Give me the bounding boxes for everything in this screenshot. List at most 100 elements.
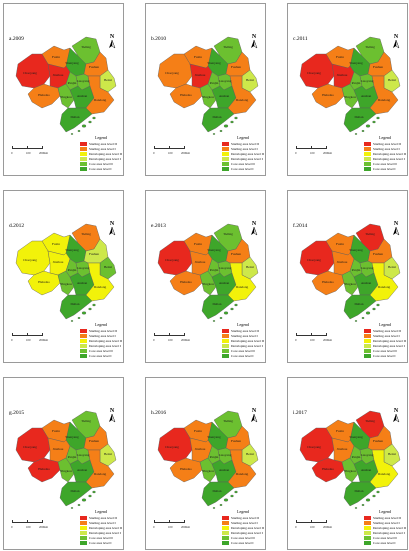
legend-item: Core area level II [222, 348, 264, 353]
island [219, 317, 223, 319]
island [361, 317, 365, 319]
legend-item: Developing area level II [364, 525, 406, 530]
scale-label: 200Km [39, 151, 48, 155]
city-region-huludao [169, 270, 203, 296]
city-region-dalian [343, 294, 377, 320]
legend-swatch [222, 161, 229, 166]
legend-title: Legend [237, 322, 249, 327]
legend-label: Starting area level II [231, 141, 259, 146]
city-label-huludao: Huludao [180, 280, 192, 284]
island [88, 307, 92, 311]
city-label-tieling: Tieling [223, 232, 233, 236]
legend-swatch [80, 338, 87, 343]
legend: Legend Starting area level II Starting are… [364, 509, 406, 545]
legend-item: Starting area level I [364, 333, 406, 338]
city-label-chaoyang: Chaoyang [307, 71, 321, 75]
city-label-liaoyang: Liaoyang [361, 79, 374, 83]
legend: Legend Starting area level II Starting are… [222, 509, 264, 545]
city-region-dalian [59, 107, 93, 133]
city-label-benxi: Benxi [104, 78, 112, 82]
north-label: N [251, 34, 257, 40]
city-label-benxi: Benxi [246, 78, 254, 82]
city-label-fuxin: Fuxin [194, 242, 202, 246]
city-region-dandong [227, 75, 257, 115]
city-region-huludao [169, 457, 203, 483]
city-label-chaoyang: Chaoyang [23, 258, 37, 262]
city-label-jinzhou: Jinzhou [195, 73, 206, 77]
scale-label: 200Km [39, 525, 48, 529]
city-label-huludao: Huludao [38, 467, 50, 471]
legend-label: Starting area level I [231, 146, 258, 151]
city-label-chaoyang: Chaoyang [165, 445, 179, 449]
city-region-dalian [59, 481, 93, 507]
panel-title: e.2013 [151, 223, 166, 229]
island [70, 133, 74, 135]
legend-item: Starting area level I [222, 146, 264, 151]
legend-swatch [80, 353, 87, 358]
legend-item: Developing area level I [222, 530, 264, 535]
north-arrow-icon: N [390, 408, 402, 424]
city-region-chaoyang [299, 53, 335, 89]
province-map: Tieling Fuxin Shenyang Fushun Chaoyang Jinzho… [299, 36, 401, 135]
city-label-panjin: Panjin [68, 268, 77, 272]
legend-swatch [222, 328, 229, 333]
city-label-dandong: Dandong [94, 98, 107, 102]
city-region-chaoyang [15, 240, 51, 276]
north-label: N [109, 408, 115, 414]
city-label-tieling: Tieling [365, 419, 375, 423]
city-label-fushun: Fushun [373, 439, 383, 443]
scale-label: 0 [11, 151, 13, 155]
scale-label: 200Km [39, 338, 48, 342]
legend-label: Developing area level II [373, 525, 406, 530]
legend-item: Developing area level I [222, 156, 264, 161]
scale-label: 0 [295, 338, 297, 342]
city-region-huludao [311, 270, 345, 296]
legend-swatch [222, 146, 229, 151]
island [376, 490, 380, 494]
city-label-anshan: Anshan [219, 468, 230, 472]
legend-label: Starting area level I [89, 520, 116, 525]
legend-title: Legend [95, 509, 107, 514]
legend-swatch [222, 515, 229, 520]
city-region-dalian [201, 294, 235, 320]
scale-label: 100 [310, 151, 315, 155]
province-map: Tieling Fuxin Shenyang Fushun Chaoyang Jinzho… [157, 223, 259, 322]
city-label-dandong: Dandong [378, 98, 391, 102]
island [88, 494, 92, 498]
island [230, 307, 234, 311]
legend-item: Core area level I [364, 166, 406, 171]
city-region-chaoyang [299, 240, 335, 276]
legend-label: Starting area level II [231, 515, 259, 520]
city-label-anshan: Anshan [361, 94, 372, 98]
city-label-dandong: Dandong [94, 472, 107, 476]
scale-label: 200Km [181, 151, 190, 155]
legend-swatch [222, 520, 229, 525]
legend-item: Starting area level II [80, 141, 122, 146]
legend-item: Core area level II [80, 348, 122, 353]
legend-label: Core area level I [373, 353, 396, 358]
legend-title: Legend [237, 135, 249, 140]
legend-item: Core area level I [364, 353, 406, 358]
city-label-fuxin: Fuxin [52, 55, 60, 59]
island [234, 116, 238, 120]
legend-item: Starting area level II [80, 515, 122, 520]
island [234, 490, 238, 494]
city-label-shenyang: Shenyang [207, 435, 221, 439]
scale-label: 100 [26, 338, 31, 342]
legend-label: Developing area level I [231, 343, 263, 348]
legend-item: Starting area level I [80, 146, 122, 151]
city-label-liaoyang: Liaoyang [361, 266, 374, 270]
scale-label: 200Km [323, 338, 332, 342]
legend-item: Core area level II [80, 161, 122, 166]
legend-label: Core area level I [89, 540, 112, 545]
legend-swatch [222, 348, 229, 353]
city-label-jinzhou: Jinzhou [337, 73, 348, 77]
scale-bar: 0 100 200Km [151, 333, 190, 344]
legend-item: Starting area level I [222, 520, 264, 525]
island [230, 120, 234, 124]
city-label-panjin: Panjin [210, 268, 219, 272]
city-region-chaoyang [299, 427, 335, 463]
city-label-yingkou: Yingkou [202, 95, 214, 99]
legend-swatch [364, 161, 371, 166]
island [376, 116, 380, 120]
